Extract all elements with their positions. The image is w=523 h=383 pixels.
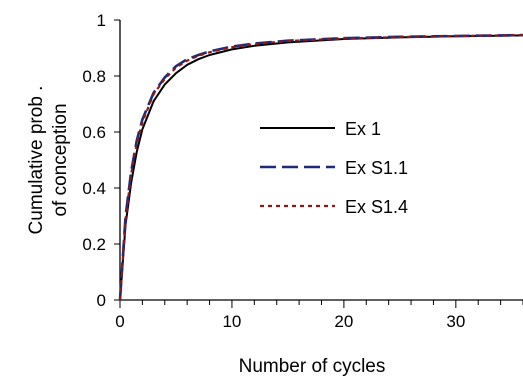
series-group [118,33,523,301]
x-tick-label: 0 [115,312,124,331]
y-tick-label: 0.6 [82,123,106,142]
y-tick-label: 0 [97,291,106,310]
x-tick-label: 20 [334,312,353,331]
x-tick-label: 30 [446,312,465,331]
legend-box [250,105,448,233]
y-axis-label-line-2: of conception [50,103,71,216]
legend: Ex 1 Ex S1.1 Ex S1.4 [250,105,448,233]
y-axis-label-line-1: Cumulative prob . [26,86,47,235]
x-tick-label: 10 [222,312,241,331]
y-tick-label: 1 [97,11,106,30]
y-tick-label: 0.2 [82,235,106,254]
legend-label-2: Ex S1.1 [345,158,408,178]
x-axis-label: Number of cycles [239,356,386,377]
y-tick-label: 0.4 [82,179,106,198]
legend-label-1: Ex 1 [345,119,381,139]
series-line-3 [118,34,523,301]
y-tick-label: 0.8 [82,67,106,86]
ticks: 0 10 20 30 0 0.2 0.4 0.6 0.8 1 [82,11,523,331]
legend-label-3: Ex S1.4 [345,197,408,217]
